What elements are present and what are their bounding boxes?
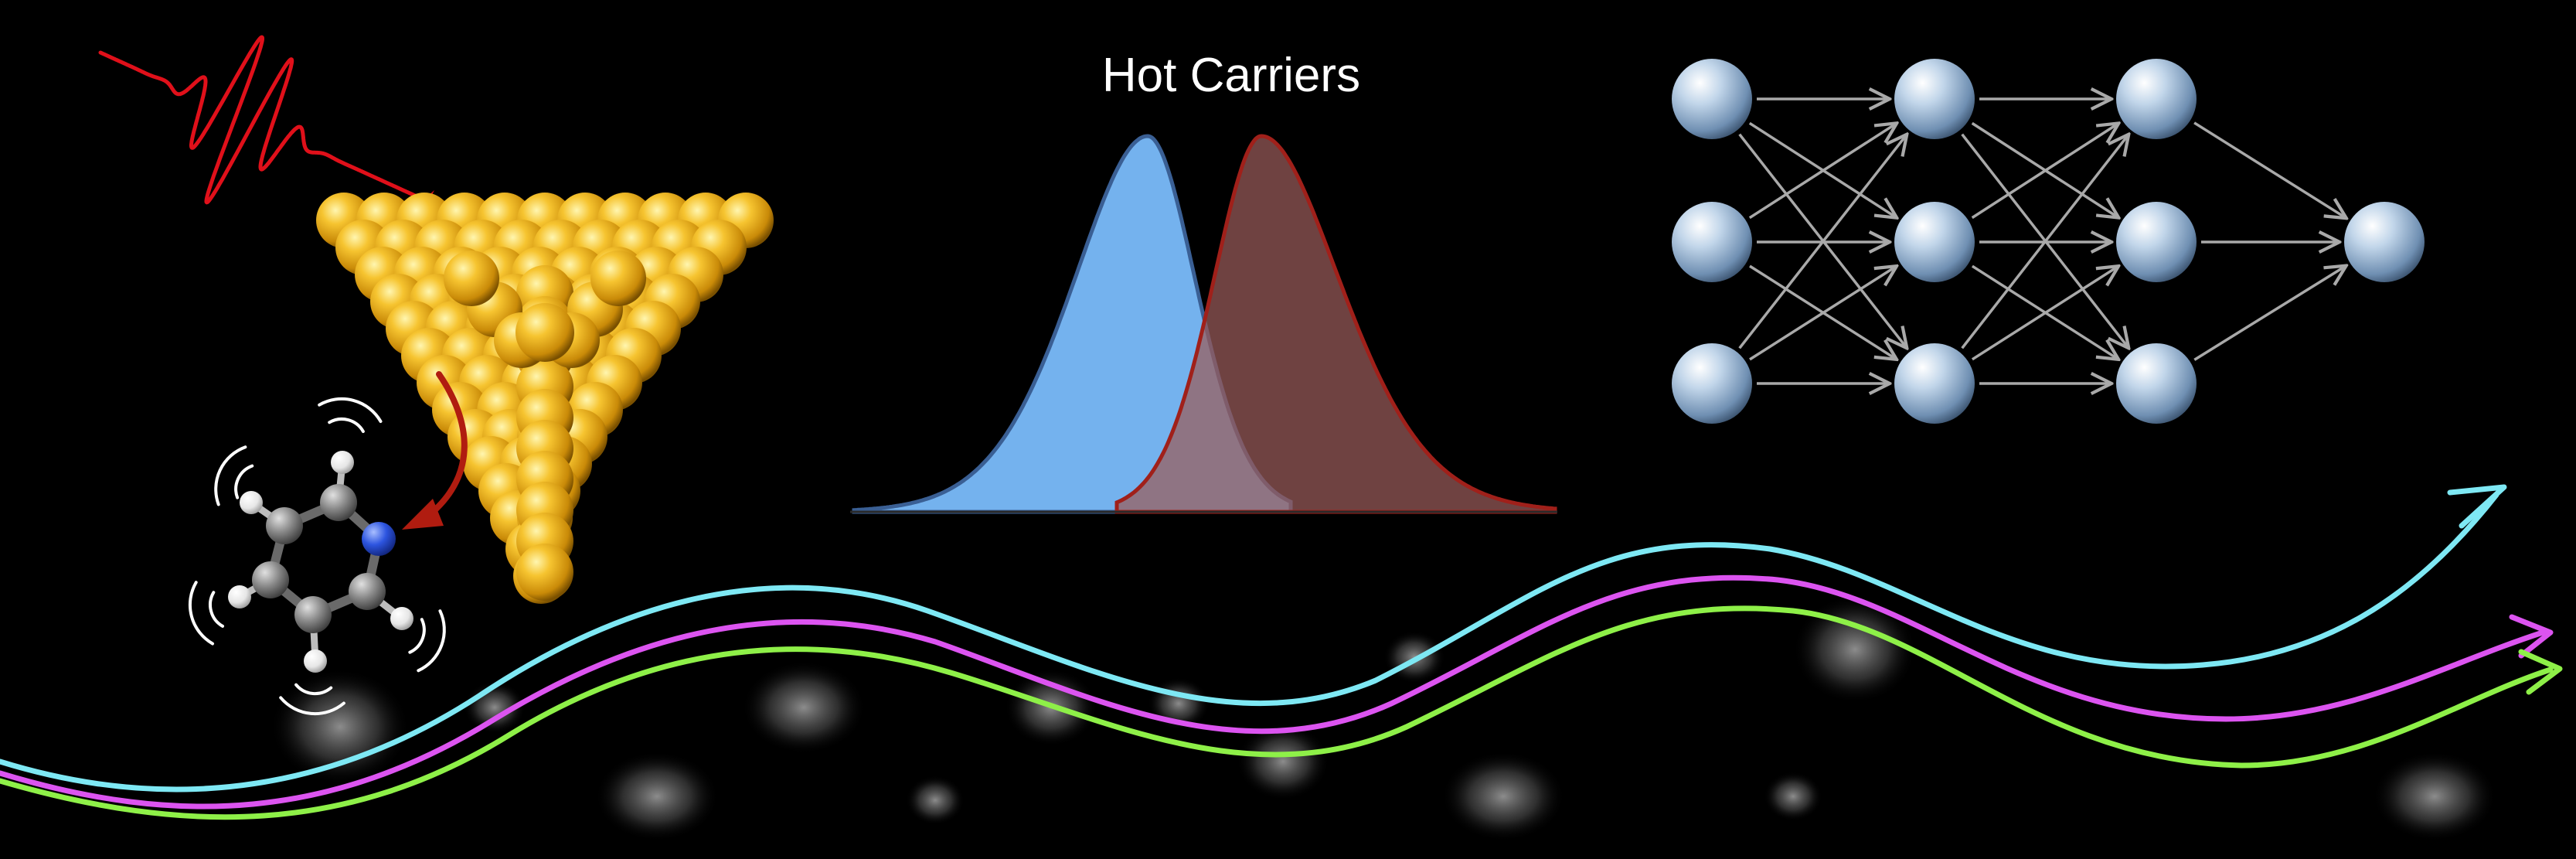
vibration-marks [188,397,446,716]
trajectory-green [0,605,2554,820]
network-node [2116,202,2197,282]
network-node [1672,202,1752,282]
neural-network-icon [1672,59,2425,424]
charge-transfer-arrow-icon [402,371,468,530]
network-node [1894,343,1975,424]
network-node [1672,343,1752,424]
network-node [2116,59,2197,139]
arrow-head-green [2518,649,2563,695]
hot-carrier-distributions [850,134,1557,514]
pyridine-molecule-icon [228,451,413,673]
trajectory-cyan [0,492,2499,793]
arrow-head-cyan [2447,484,2507,529]
arrow-head-magenta [2509,614,2554,659]
trajectory-curves [0,484,2563,820]
network-node [1672,59,1752,139]
trajectory-magenta [0,574,2546,810]
network-node [2116,343,2197,424]
page-title: Hot Carriers [1101,49,1361,102]
network-node [1894,202,1975,282]
network-node [2344,202,2425,282]
hole-distribution-curve [1114,134,1557,514]
network-node [1894,59,1975,139]
